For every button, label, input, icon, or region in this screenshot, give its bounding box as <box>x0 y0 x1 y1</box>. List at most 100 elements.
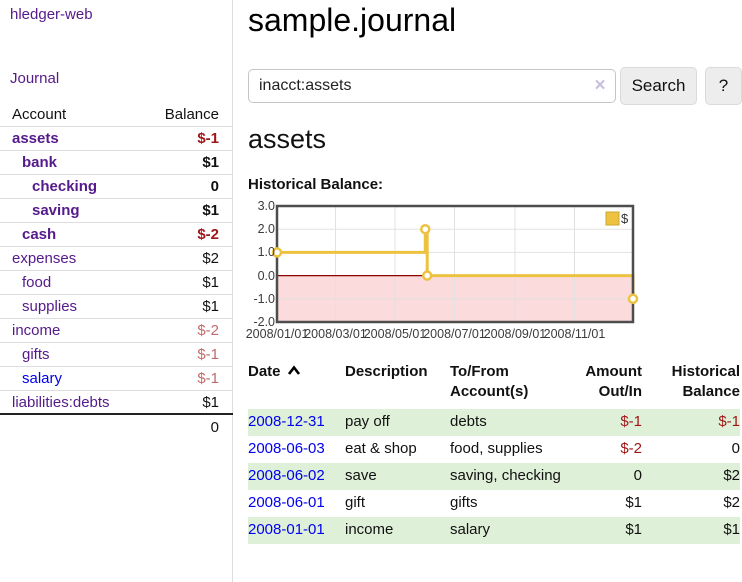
account-link-assets[interactable]: assets <box>12 130 59 147</box>
account-balance: $1 <box>202 274 219 291</box>
chart-canvas: $ <box>271 204 639 324</box>
register-col-date[interactable]: Date <box>248 362 345 409</box>
account-balance: $-1 <box>197 346 219 363</box>
account-row: assets $-1 <box>0 127 233 151</box>
account-balance: $-2 <box>197 226 219 243</box>
account-row: liabilities:debts $1 <box>0 391 233 415</box>
transaction-date-link[interactable]: 2008-06-02 <box>248 467 325 484</box>
register-col-description: Description <box>345 363 428 380</box>
transaction-balance: $2 <box>642 463 740 490</box>
account-page-title: assets <box>248 124 327 154</box>
register-header-row: Date Description To/From Account(s) Amount … <box>248 362 740 409</box>
x-axis-tick: 2008/07/01 <box>423 327 486 341</box>
register-col-balance: Historical Balance <box>671 363 740 400</box>
account-row: checking 0 <box>0 175 233 199</box>
transaction-description: gift <box>345 494 366 511</box>
register-row: 2008-01-01 income salary $1 $1 <box>248 517 740 544</box>
y-axis-tick: 2.0 <box>257 222 275 237</box>
account-balance: $2 <box>202 250 219 267</box>
accounts-header-account: Account <box>12 105 67 123</box>
account-row: food $1 <box>0 271 233 295</box>
account-link-salary[interactable]: salary <box>22 370 63 387</box>
sort-ascending-icon <box>287 365 300 375</box>
account-link-cash[interactable]: cash <box>22 226 57 243</box>
transaction-balance: $-1 <box>642 409 740 436</box>
sidebar: hledger-web Journal Account Balance asse… <box>0 0 233 582</box>
transaction-accounts: salary <box>450 517 570 544</box>
transaction-balance: $2 <box>723 494 740 511</box>
search-button[interactable]: Search <box>620 67 697 105</box>
account-row: saving $1 <box>0 199 233 223</box>
account-link-saving[interactable]: saving <box>32 202 80 219</box>
x-axis-tick: 2008/05/01 <box>363 327 427 341</box>
y-axis-tick: -2.0 <box>253 315 275 329</box>
transaction-accounts: food, supplies <box>450 440 543 457</box>
account-link-income[interactable]: income <box>12 322 61 339</box>
app-brand-link[interactable]: hledger-web <box>10 6 93 23</box>
account-row: cash $-2 <box>0 223 233 247</box>
register-row: 2008-06-02 save saving, checking 0 $2 <box>248 463 740 490</box>
account-row: salary $-1 <box>0 367 233 391</box>
account-row: supplies $1 <box>0 295 233 319</box>
register-col-amount: Amount Out/In <box>585 363 642 400</box>
accounts-total-value: 0 <box>210 418 219 436</box>
account-row: bank $1 <box>0 151 233 175</box>
y-axis-tick: 1.0 <box>257 245 275 260</box>
x-axis-tick: 2008/01/01 <box>245 327 309 341</box>
transaction-description: income <box>345 517 450 544</box>
y-axis-tick: 0.0 <box>257 268 275 283</box>
transaction-amount: $-1 <box>570 409 642 436</box>
transaction-accounts: debts <box>450 409 570 436</box>
transaction-date-link[interactable]: 2008-06-01 <box>248 494 325 511</box>
transaction-accounts: saving, checking <box>450 463 570 490</box>
transaction-description: save <box>345 463 450 490</box>
account-balance: $1 <box>202 154 219 171</box>
account-balance: $-1 <box>197 130 219 147</box>
accounts-total-row: 0 <box>0 415 233 439</box>
account-balance: $1 <box>202 298 219 315</box>
historical-balance-chart: $3.0 2.0 1.0 0.0 -1.0 -2.0 2008/01/01 2008/03/0… <box>245 199 742 352</box>
transaction-amount: 0 <box>570 463 642 490</box>
clear-search-icon[interactable]: × <box>594 75 606 96</box>
account-balance: 0 <box>210 178 219 195</box>
search-input[interactable] <box>248 69 616 103</box>
transaction-date-link[interactable]: 2008-06-03 <box>248 440 325 457</box>
transaction-balance: 0 <box>731 440 740 457</box>
register-row: 2008-06-03 eat & shop food, supplies $-2 0 <box>248 436 740 463</box>
chart-label: Historical Balance: <box>248 176 384 193</box>
transaction-amount: $1 <box>625 494 642 511</box>
transaction-description: eat & shop <box>345 440 417 457</box>
transaction-date-link[interactable]: 2008-12-31 <box>248 413 325 430</box>
register-row: 2008-06-01 gift gifts $1 $2 <box>248 490 740 517</box>
account-row: gifts $-1 <box>0 343 233 367</box>
sidebar-item-journal[interactable]: Journal <box>10 70 60 87</box>
transaction-accounts: gifts <box>450 494 478 511</box>
account-link-expenses[interactable]: expenses <box>12 250 77 267</box>
x-axis-tick: 2008/09/01 <box>483 327 547 341</box>
transaction-date-link[interactable]: 2008-01-01 <box>248 521 325 538</box>
account-link-gifts[interactable]: gifts <box>22 346 50 363</box>
accounts-table-body: assets $-1 bank $1 checking 0 saving $1 cash $-2 e… <box>0 127 233 415</box>
accounts-table: Account Balance assets $-1 bank $1 checking 0… <box>0 102 233 439</box>
account-link-liabilities-debts[interactable]: liabilities:debts <box>12 393 110 411</box>
x-axis-tick: 2008/11/01 <box>543 327 606 341</box>
account-balance: $-2 <box>197 322 219 339</box>
transaction-amount: $-2 <box>620 440 642 457</box>
account-link-food[interactable]: food <box>22 274 52 291</box>
account-row: income $-2 <box>0 319 233 343</box>
account-balance: $-1 <box>197 370 219 387</box>
transaction-amount: $1 <box>570 517 642 544</box>
main-content: sample.journal × Search ? assets Histori… <box>245 0 742 582</box>
accounts-table-header: Account Balance <box>0 102 233 127</box>
account-link-supplies[interactable]: supplies <box>22 298 78 315</box>
accounts-header-balance: Balance <box>164 105 219 123</box>
y-axis-tick: -1.0 <box>253 291 275 306</box>
help-button[interactable]: ? <box>705 67 742 105</box>
x-axis-tick: 2008/03/01 <box>304 327 367 341</box>
register-row: 2008-12-31 pay off debts $-1 $-1 <box>248 409 740 436</box>
y-axis-tick: 3.0 <box>257 199 275 213</box>
account-row: expenses $2 <box>0 247 233 271</box>
register-col-accounts: To/From Account(s) <box>450 363 529 400</box>
account-link-checking[interactable]: checking <box>32 178 98 195</box>
account-link-bank[interactable]: bank <box>22 154 58 171</box>
